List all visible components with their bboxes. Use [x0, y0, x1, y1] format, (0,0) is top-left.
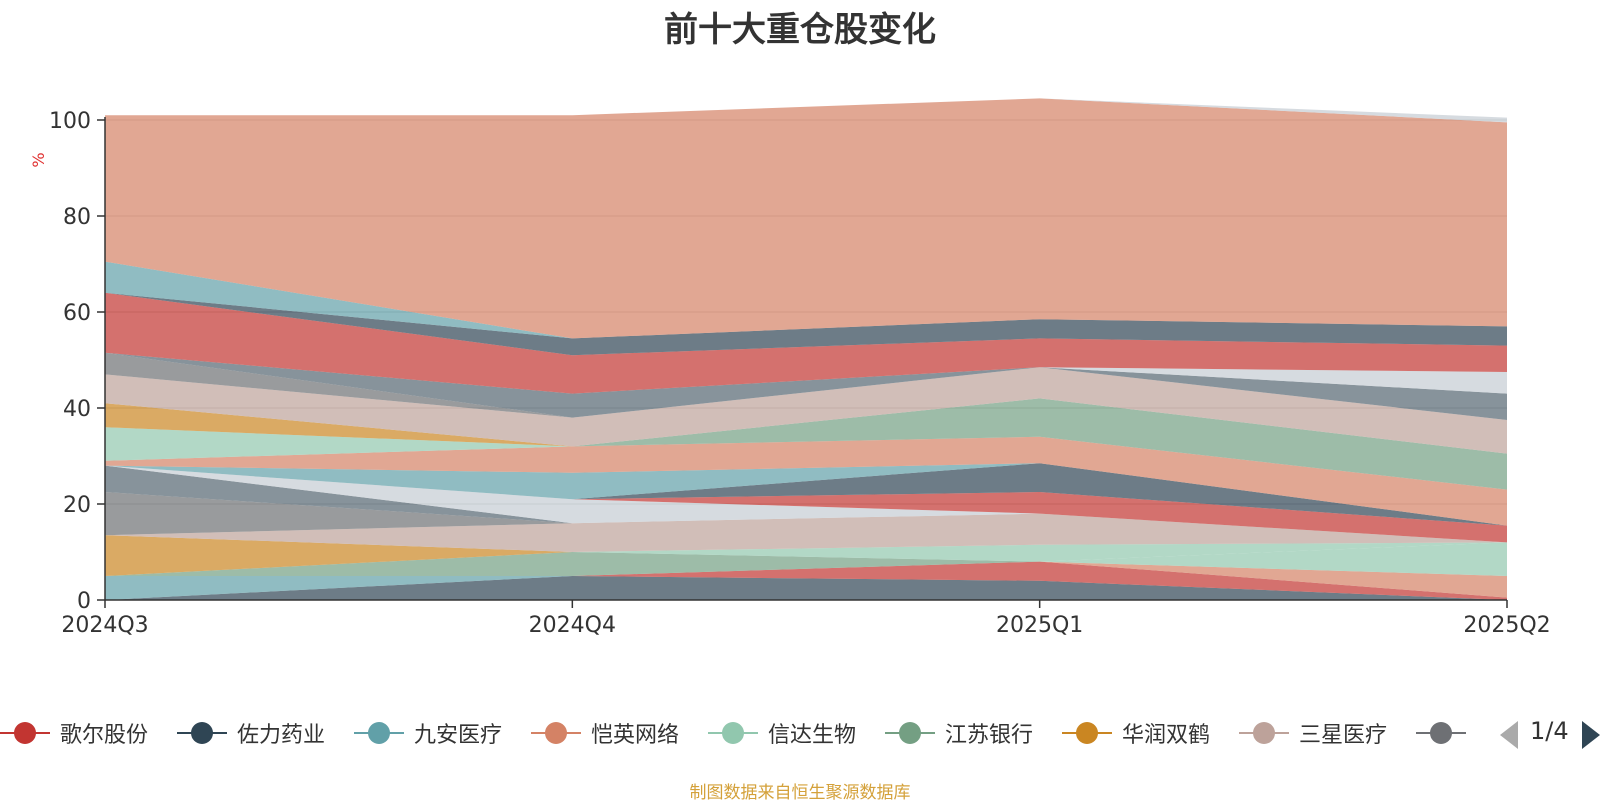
legend-marker-icon — [885, 713, 935, 753]
legend-label: 九安医疗 — [414, 723, 503, 748]
legend-item[interactable]: 恺英网络 — [531, 713, 679, 753]
area-series-5 — [105, 542, 1507, 576]
legend-item[interactable]: 江苏银行 — [885, 713, 1033, 753]
x-tick-label: 2024Q4 — [529, 613, 616, 638]
area-series-28 — [105, 98, 1507, 123]
legend-label: 恺英网络 — [591, 723, 680, 748]
legend-item[interactable]: 信达生物 — [708, 713, 856, 753]
legend-item[interactable]: 九安医疗 — [354, 713, 502, 753]
area-series-25 — [105, 292, 1507, 356]
area-series-22 — [105, 352, 1507, 420]
area-series-26 — [105, 261, 1507, 339]
legend-label: 佐力药业 — [237, 723, 326, 748]
pager-page-indicator: 1/4 — [1530, 717, 1569, 745]
chart-title: 前十大重仓股变化 — [664, 10, 936, 50]
pager-next-arrow-icon[interactable] — [1582, 721, 1600, 749]
y-axis-unit-label: % — [29, 152, 48, 167]
legend-marker-icon — [0, 713, 50, 753]
area-series-23 — [105, 352, 1507, 394]
area-series-16 — [105, 436, 1507, 526]
area-series-3 — [105, 542, 1507, 600]
y-tick-label: 20 — [63, 493, 91, 518]
y-tick-label: 0 — [77, 589, 91, 614]
legend-marker-icon — [1239, 713, 1289, 753]
area-series-21 — [105, 352, 1507, 420]
area-series-6 — [105, 542, 1507, 576]
legend-item[interactable]: 华润双鹤 — [1062, 713, 1210, 753]
area-series-1 — [105, 561, 1507, 600]
stacked-area-chart: 0 20 40 60 80 100 2024Q3 2024Q4 2025Q1 2025Q2 % — [29, 98, 1551, 638]
y-tick-label: 40 — [63, 397, 91, 422]
legend: 歌尔股份 佐力药业 九安医疗 恺英网络 信达生物 江苏银行 华润双鹤 三星医疗 — [0, 713, 1490, 753]
legend-label: 信达生物 — [768, 723, 857, 748]
area-series-20 — [105, 367, 1507, 454]
area-series-8 — [105, 513, 1507, 552]
legend-marker-icon — [531, 713, 581, 753]
legend-pager: 1/4 — [1500, 713, 1600, 753]
legend-label: 三星医疗 — [1299, 723, 1388, 748]
legend-item[interactable]: 佐力药业 — [177, 713, 325, 753]
area-series-17 — [105, 427, 1507, 490]
legend-item[interactable]: 三星医疗 — [1239, 713, 1387, 753]
legend-label: 华润双鹤 — [1122, 723, 1211, 748]
legend-marker-icon — [1062, 713, 1112, 753]
y-tick-label: 80 — [63, 205, 91, 230]
x-tick-label: 2025Q1 — [996, 613, 1083, 638]
pager-prev-arrow-icon[interactable] — [1500, 721, 1518, 749]
x-tick-label: 2025Q2 — [1463, 613, 1550, 638]
area-series-13 — [105, 465, 1507, 543]
area-series-7 — [105, 535, 1507, 576]
area-series-15 — [105, 463, 1507, 526]
area-series-11 — [105, 465, 1507, 543]
legend-label: 歌尔股份 — [60, 723, 149, 748]
source-note: 制图数据来自恒生聚源数据库 — [689, 783, 911, 803]
y-tick-label: 100 — [49, 109, 91, 134]
area-series-9 — [105, 492, 1507, 543]
area-series-27 — [105, 98, 1507, 339]
area-series-18 — [105, 398, 1507, 490]
legend-item[interactable]: 歌尔股份 — [0, 713, 148, 753]
legend-marker-icon — [708, 713, 758, 753]
legend-item[interactable] — [1416, 713, 1476, 753]
y-tick-label: 60 — [63, 301, 91, 326]
legend-marker-icon — [354, 713, 404, 753]
area-series-14 — [105, 463, 1507, 526]
legend-marker-icon — [177, 713, 227, 753]
area-series-19 — [105, 398, 1507, 454]
legend-marker-icon — [1416, 713, 1466, 753]
area-series-24 — [105, 292, 1507, 394]
x-tick-label: 2024Q3 — [61, 613, 148, 638]
legend-label: 江苏银行 — [945, 723, 1034, 748]
axes: 0 20 40 60 80 100 2024Q3 2024Q4 2025Q1 2025Q2 — [49, 109, 1551, 638]
area-series-group — [105, 98, 1507, 600]
